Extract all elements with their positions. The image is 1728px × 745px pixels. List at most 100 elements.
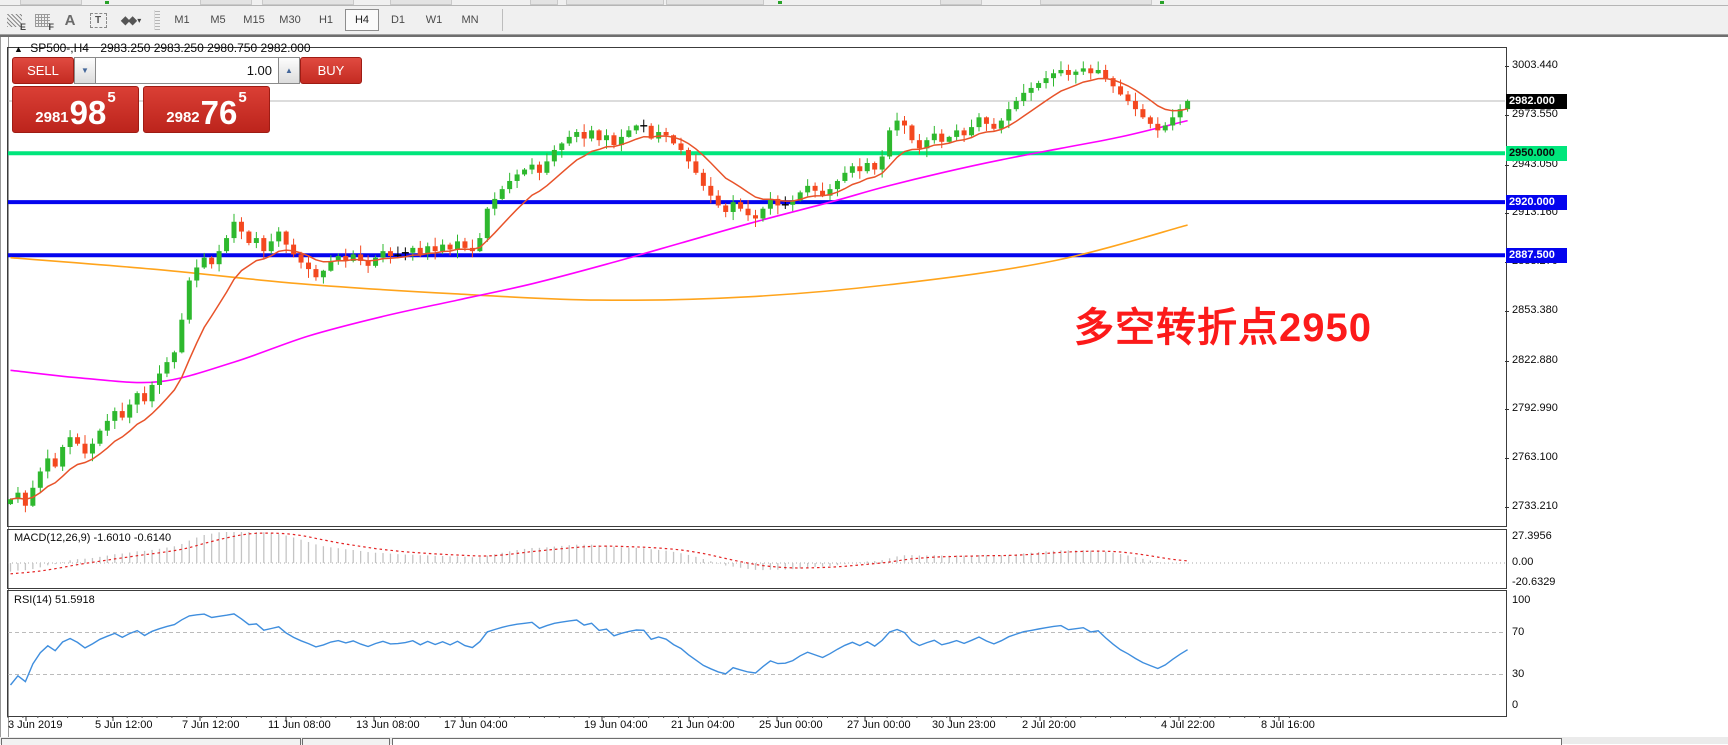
tool-sub-label: F xyxy=(48,22,55,32)
candle-body xyxy=(298,254,304,263)
price-tickmark xyxy=(1505,360,1509,362)
chart-canvas[interactable] xyxy=(0,35,1728,744)
buy-price-point: 5 xyxy=(238,89,247,106)
volume-increase-button[interactable]: ▲ xyxy=(278,57,300,84)
chart-window-top-border xyxy=(0,35,1728,37)
candle-body xyxy=(849,166,855,173)
candle-body xyxy=(97,430,103,444)
candle-body xyxy=(8,499,13,505)
price-tickmark xyxy=(1505,458,1509,460)
timeframe-button-w1[interactable]: W1 xyxy=(425,14,443,26)
candle-body xyxy=(522,169,528,175)
price-tickmark xyxy=(1505,409,1509,411)
candle-body xyxy=(373,257,379,266)
candle-body xyxy=(805,185,811,193)
candle-body xyxy=(492,198,498,209)
rsi-label: RSI(14) 51.5918 xyxy=(14,594,95,606)
timeframe-button-mn[interactable]: MN xyxy=(461,14,479,26)
toolbar-drag-handle[interactable] xyxy=(154,10,160,30)
rsi-tick-label: 70 xyxy=(1512,625,1525,638)
candle-body xyxy=(164,362,170,374)
candle-body xyxy=(89,443,95,454)
arrow-objects-tool-button[interactable]: ◆◆ ▾ xyxy=(113,9,149,31)
price-tickmark xyxy=(1505,507,1509,509)
candle-body xyxy=(134,393,140,405)
rsi-tick-label: 0 xyxy=(1512,699,1519,711)
candle-body xyxy=(723,205,729,212)
timeframe-button-m30[interactable]: M30 xyxy=(279,14,301,26)
candle-body xyxy=(224,238,230,252)
text-box-tool-button[interactable]: T xyxy=(85,9,111,31)
timeframe-button-h1[interactable]: H1 xyxy=(318,14,334,26)
candle-body xyxy=(924,140,930,149)
timeframe-button-m5[interactable]: M5 xyxy=(210,14,226,26)
candle-body xyxy=(261,238,267,252)
clipped-button xyxy=(530,0,558,5)
clipped-panel-segment xyxy=(302,738,390,745)
fast-ma-line xyxy=(10,77,1188,501)
time-axis-label: 30 Jun 23:00 xyxy=(932,719,996,731)
candle-body xyxy=(1058,69,1064,74)
candle-body xyxy=(1080,68,1086,72)
candle-body xyxy=(253,238,259,243)
candle-body xyxy=(179,319,185,353)
price-tick-label: 2853.380 xyxy=(1512,303,1558,316)
candle-body xyxy=(648,125,654,139)
time-axis-label: 19 Jun 04:00 xyxy=(584,719,648,731)
buy-button[interactable]: BUY xyxy=(300,57,362,84)
candle-body xyxy=(954,130,960,137)
sell-price-display[interactable]: 2981 98 5 xyxy=(12,86,139,133)
candle-body xyxy=(238,221,244,232)
candle-body xyxy=(767,198,773,209)
price-tick-label: 2822.880 xyxy=(1512,353,1558,366)
grid-fill-tool-button[interactable]: F xyxy=(29,9,55,32)
pattern-draw-tool-button[interactable]: E xyxy=(1,9,27,32)
timeframe-button-m15[interactable]: M15 xyxy=(243,14,265,26)
macd-signal-line xyxy=(10,532,1188,575)
candle-body xyxy=(291,244,297,255)
text-label-icon: A xyxy=(64,11,76,29)
price-tick-label: 2973.550 xyxy=(1512,107,1558,120)
macd-tick-label: 27.3956 xyxy=(1512,530,1552,542)
candle-body xyxy=(127,404,133,418)
candle-body xyxy=(380,251,386,258)
clipped-dropdown xyxy=(566,0,664,5)
candle-body xyxy=(857,166,863,172)
buy-price-display[interactable]: 2982 76 5 xyxy=(143,86,270,133)
candle-body xyxy=(753,215,758,219)
text-label-tool-button[interactable]: A xyxy=(57,9,83,31)
candle-body xyxy=(75,437,81,444)
clipped-button xyxy=(200,0,252,5)
buy-price-pips: 76 xyxy=(200,94,238,131)
collapse-arrow-icon[interactable]: ▲ xyxy=(14,44,23,54)
clipped-green-indicator xyxy=(105,1,109,4)
candle-body xyxy=(231,221,237,239)
time-axis-label: 21 Jun 04:00 xyxy=(671,719,735,731)
candle-body xyxy=(894,120,900,131)
candle-body xyxy=(991,123,997,129)
grid-fill-icon xyxy=(34,13,50,27)
candle-body xyxy=(410,247,416,253)
candle-body xyxy=(447,244,453,250)
timeframe-button-m1[interactable]: M1 xyxy=(174,14,190,26)
candle-body xyxy=(730,202,736,212)
candle-body xyxy=(633,125,639,131)
volume-decrease-button[interactable]: ▼ xyxy=(74,57,96,84)
volume-input[interactable] xyxy=(96,57,278,84)
sell-button[interactable]: SELL xyxy=(12,57,74,84)
price-tickmark xyxy=(1505,164,1509,166)
candle-body xyxy=(834,180,840,190)
main-chart-panel-border xyxy=(7,47,1507,527)
rsi-tick-label: 30 xyxy=(1512,667,1525,680)
time-axis-label: 3 Jun 2019 xyxy=(8,719,63,731)
candle-body xyxy=(797,192,803,201)
clipped-green-indicator xyxy=(778,1,782,4)
candle-body xyxy=(216,251,222,265)
timeframe-button-d1[interactable]: D1 xyxy=(390,14,406,26)
time-axis-label: 13 Jun 08:00 xyxy=(356,719,420,731)
candle-body xyxy=(827,189,833,196)
candle-body xyxy=(879,156,885,170)
candle-body xyxy=(440,244,446,252)
candle-body xyxy=(432,246,438,252)
timeframe-button-h4[interactable]: H4 xyxy=(345,9,379,31)
